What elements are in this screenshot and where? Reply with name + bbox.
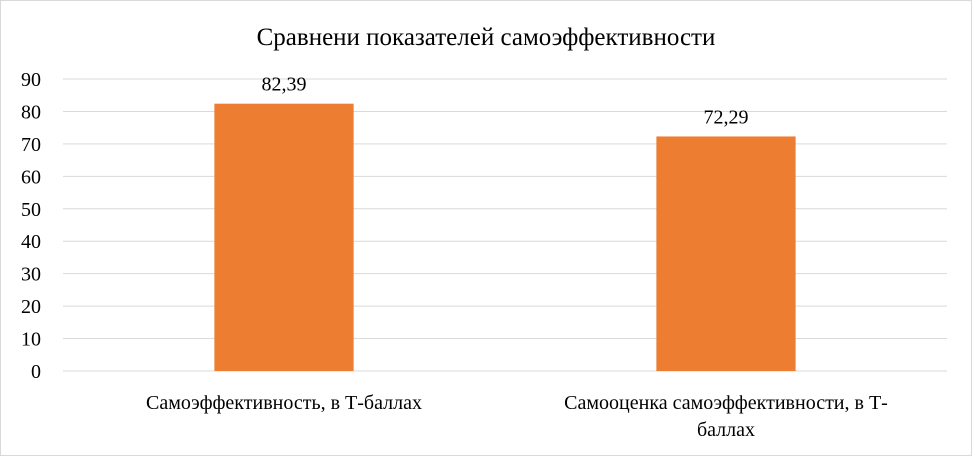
data-label: 72,29 [704,106,749,128]
y-tick-label: 0 [31,361,41,383]
chart-title: Сравнени показателей самоэффективности [257,24,716,51]
y-tick-label: 40 [21,231,41,253]
category-label: Самооценка самоэффективности, в Т- [564,392,888,414]
y-tick-label: 90 [21,69,41,91]
y-tick-label: 70 [21,134,41,156]
bars [214,103,796,372]
bar [656,136,796,371]
gridlines [63,78,947,372]
y-axis-ticks: 0 10 20 30 40 50 60 70 80 90 [21,69,41,383]
data-label: 82,39 [262,74,307,96]
y-tick-label: 30 [21,264,41,286]
y-tick-label: 80 [21,101,41,123]
x-axis-categories: Самоэффективность, в Т-баллах Самооценка … [146,392,888,441]
y-tick-label: 10 [21,329,41,351]
y-tick-label: 60 [21,166,41,188]
y-tick-label: 50 [21,199,41,221]
category-label: баллах [697,419,755,441]
y-tick-label: 20 [21,296,41,318]
category-label: Самоэффективность, в Т-баллах [146,392,422,414]
data-labels: 82,39 72,29 [262,74,749,129]
bar [214,103,354,372]
